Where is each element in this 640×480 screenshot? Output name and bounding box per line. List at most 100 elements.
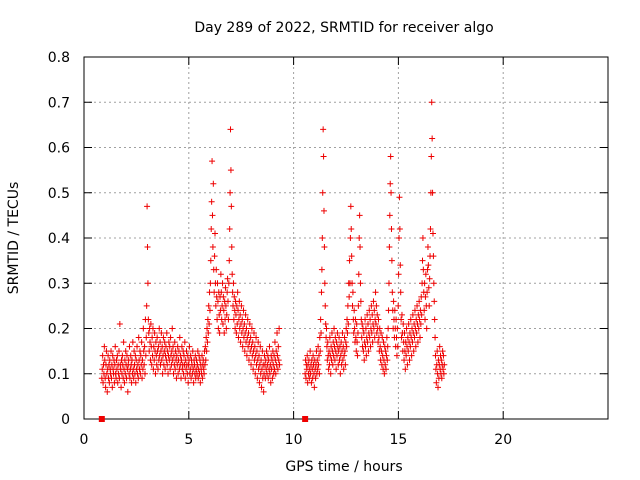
data-point [423, 325, 430, 332]
data-point [369, 339, 376, 346]
data-point [275, 357, 282, 364]
data-point [221, 330, 228, 337]
x-tick-label: 5 [184, 432, 193, 448]
data-point [366, 334, 373, 341]
data-point [248, 361, 255, 368]
y-tick-label: 0.3 [48, 276, 70, 292]
data-point [390, 298, 397, 305]
data-point [355, 302, 362, 309]
data-point [429, 135, 436, 142]
data-point [393, 334, 400, 341]
data-point [317, 316, 324, 323]
data-point [99, 366, 106, 373]
data-point [140, 348, 147, 355]
x-axis-title: GPS time / hours [285, 459, 402, 475]
data-point [366, 307, 373, 314]
data-point [223, 311, 230, 318]
data-point [139, 375, 146, 382]
data-point [247, 334, 254, 341]
data-point [403, 352, 410, 359]
data-point [436, 343, 443, 350]
data-point [242, 311, 249, 318]
data-point [375, 316, 382, 323]
data-point [311, 384, 318, 391]
data-point [227, 126, 234, 133]
data-point [348, 225, 355, 232]
data-point [143, 334, 150, 341]
y-tick-label: 0.5 [48, 186, 70, 202]
data-point [121, 379, 128, 386]
data-point [271, 339, 278, 346]
data-point [318, 266, 325, 273]
data-point [393, 352, 400, 359]
data-point [202, 357, 209, 364]
data-point [372, 289, 379, 296]
data-point [144, 244, 151, 251]
data-point [384, 357, 391, 364]
data-point [113, 357, 120, 364]
data-point [410, 348, 417, 355]
data-point [251, 343, 258, 350]
data-point [383, 334, 390, 341]
data-point [440, 366, 447, 373]
data-point [222, 284, 229, 291]
data-point [337, 370, 344, 377]
data-point [411, 334, 418, 341]
data-point [385, 325, 392, 332]
data-point [212, 302, 219, 309]
data-point [226, 257, 233, 264]
data-point [394, 325, 401, 332]
data-point [185, 379, 192, 386]
data-point [315, 361, 322, 368]
data-point [137, 352, 144, 359]
data-point [230, 280, 237, 287]
data-point [365, 348, 372, 355]
data-point [374, 311, 381, 318]
data-point [139, 366, 146, 373]
data-point [214, 298, 221, 305]
data-point [417, 320, 424, 327]
data-point [433, 379, 440, 386]
data-point [253, 334, 260, 341]
y-tick-label: 0.1 [48, 367, 70, 383]
data-point [441, 361, 448, 368]
data-point [353, 348, 360, 355]
data-point [439, 348, 446, 355]
data-point [220, 307, 227, 314]
data-point [244, 316, 251, 323]
data-point [143, 302, 150, 309]
data-point [199, 375, 206, 382]
data-point [202, 343, 209, 350]
data-point [362, 316, 369, 323]
data-point [365, 320, 372, 327]
data-point [210, 180, 217, 187]
data-point [231, 293, 238, 300]
data-point [383, 352, 390, 359]
data-point [405, 320, 412, 327]
x-tick-label: 15 [389, 432, 407, 448]
data-point [139, 357, 146, 364]
data-point [156, 325, 163, 332]
data-point [135, 334, 142, 341]
data-point [348, 253, 355, 260]
y-axis-title: SRMTID / TECUs [6, 182, 22, 295]
data-point [114, 352, 121, 359]
data-point [355, 271, 362, 278]
data-point [349, 289, 356, 296]
data-point [403, 325, 410, 332]
data-point [367, 343, 374, 350]
data-point [351, 325, 358, 332]
data-point [352, 334, 359, 341]
y-tick-label: 0.7 [48, 95, 70, 111]
data-point [412, 343, 419, 350]
data-point [106, 379, 113, 386]
data-point [394, 343, 401, 350]
data-point [432, 352, 439, 359]
data-point [409, 311, 416, 318]
data-point [422, 293, 429, 300]
data-point [276, 325, 283, 332]
data-point [354, 330, 361, 337]
data-point [398, 316, 405, 323]
data-point [274, 352, 281, 359]
data-point [384, 343, 391, 350]
